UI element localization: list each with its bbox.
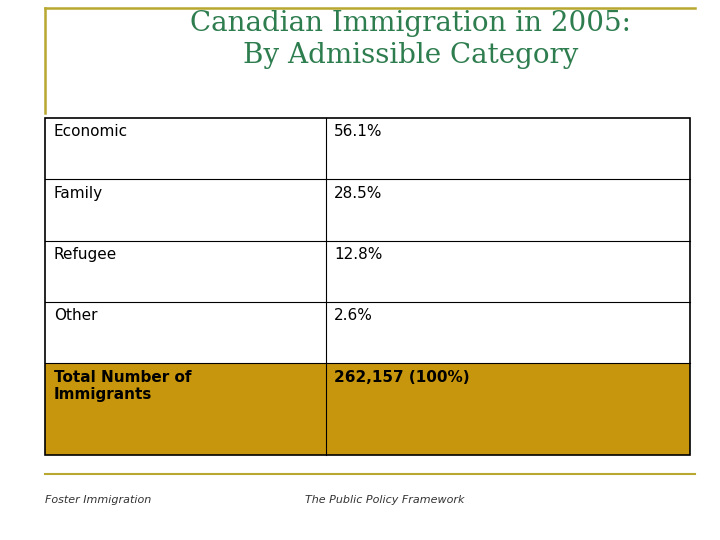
Text: 2.6%: 2.6% [334,308,373,323]
Text: Economic: Economic [53,125,127,139]
Text: 262,157 (100%): 262,157 (100%) [334,369,470,384]
Text: The Public Policy Framework: The Public Policy Framework [305,495,464,505]
Text: Family: Family [53,186,103,201]
Text: Canadian Immigration in 2005:
By Admissible Category: Canadian Immigration in 2005: By Admissi… [190,10,631,69]
Text: 28.5%: 28.5% [334,186,382,201]
Text: Refugee: Refugee [53,247,117,262]
Text: Total Number of
Immigrants: Total Number of Immigrants [53,369,191,402]
Text: Other: Other [53,308,97,323]
Text: 56.1%: 56.1% [334,125,383,139]
Text: Foster Immigration: Foster Immigration [45,495,151,505]
Text: 12.8%: 12.8% [334,247,382,262]
